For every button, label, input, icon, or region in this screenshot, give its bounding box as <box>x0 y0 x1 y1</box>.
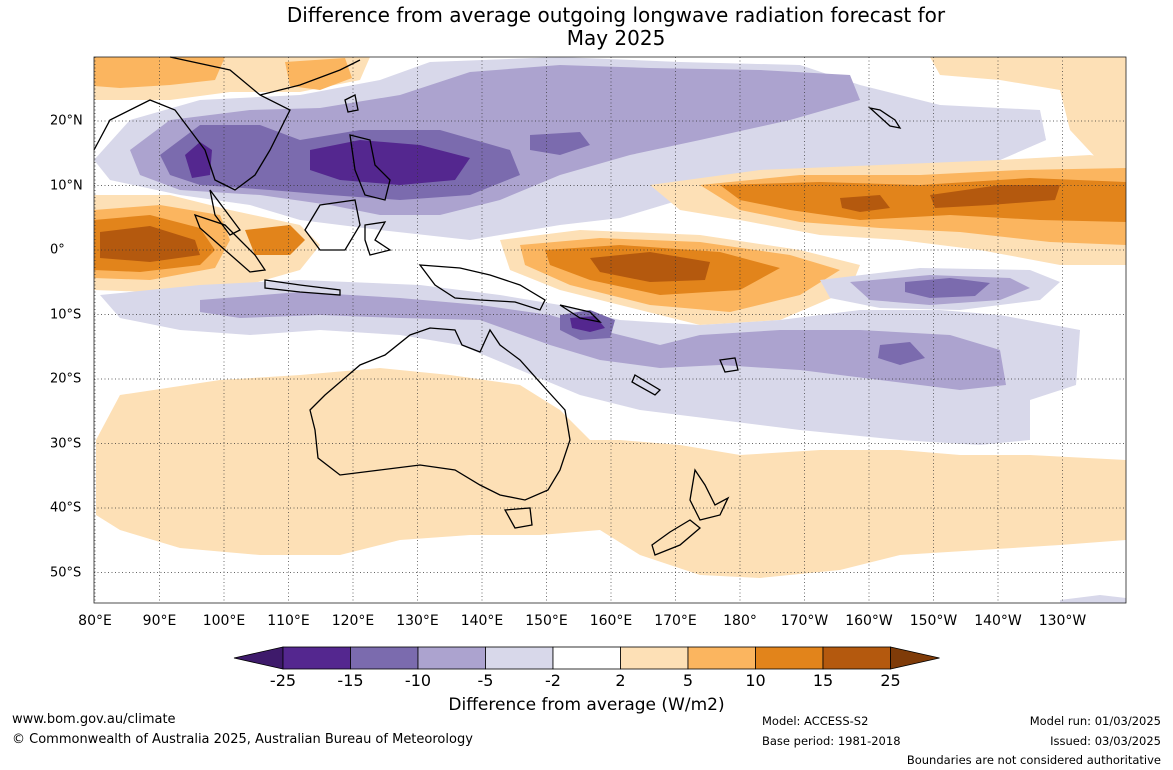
anomaly-central-orange-deep <box>590 252 710 282</box>
colorbar-tick-label: -10 <box>404 671 432 690</box>
anomaly-north-purple-small <box>530 132 590 155</box>
longitude-label: 140°W <box>974 613 1022 629</box>
issued-text: Issued: 03/03/2025 <box>1050 734 1161 748</box>
anomaly-west-orange-deep <box>100 226 200 262</box>
colorbar-segment <box>485 646 554 670</box>
new-zealand-south-coastline <box>651 519 702 556</box>
longitude-label: 150°W <box>909 613 958 629</box>
fiji-coastline <box>719 357 739 373</box>
anomaly-west-orange-small <box>245 225 305 255</box>
longitude-label: 160°W <box>845 613 893 629</box>
tasmania-coastline <box>503 507 533 529</box>
colorbar-segment <box>822 646 891 670</box>
map-gridlines <box>94 57 1126 603</box>
hawaii-coastline <box>867 106 902 129</box>
map-title-line1: Difference from average outgoing longwav… <box>286 3 946 27</box>
sulawesi-coastline <box>364 221 392 256</box>
sumatra-coastline <box>193 213 267 273</box>
new-zealand-north-coastline <box>689 468 730 521</box>
anomaly-south-purple-darkest <box>570 316 605 332</box>
anomaly-north-orange-left-mid <box>94 57 225 88</box>
longitude-label: 170°E <box>654 613 697 629</box>
malay-peninsula-coastline <box>209 189 241 236</box>
borneo-coastline <box>304 199 361 251</box>
anomaly-north-purple-darkest-a <box>310 140 470 185</box>
new-guinea-coastline <box>418 264 546 311</box>
latitude-label: 10°N <box>50 178 83 193</box>
colorbar-tick-label: -2 <box>545 671 561 690</box>
latitude-label: 50°S <box>50 565 82 580</box>
anomaly-south-purple-corner <box>1060 595 1126 603</box>
anomaly-ne-orange-deep <box>930 185 1060 208</box>
coastlines <box>93 56 902 556</box>
website-link[interactable]: www.bom.gov.au/climate <box>12 712 176 727</box>
longitude-label: 130°E <box>396 613 439 629</box>
map-title: Difference from average outgoing longwav… <box>0 4 1173 50</box>
latitude-label: 20°N <box>50 113 83 129</box>
longitude-label: 170°W <box>780 613 829 629</box>
copyright-text: © Commonwealth of Australia 2025, Austra… <box>12 732 473 747</box>
longitude-label: 130°W <box>1038 613 1087 629</box>
colorbar-segment <box>687 646 756 670</box>
colorbar-segment <box>350 646 419 670</box>
colorbar-segment <box>417 646 486 670</box>
colorbar-extend-high <box>890 646 940 670</box>
colorbar-segment <box>552 646 621 670</box>
china-coastline <box>259 59 361 96</box>
colorbar-tick-label: 25 <box>880 671 901 690</box>
colorbar-tick-label: -15 <box>337 671 364 690</box>
colorbar-tick-label: -5 <box>477 671 494 690</box>
solomon-islands-coastline <box>559 304 602 324</box>
colorbar-tick-label: 10 <box>745 671 766 690</box>
anomaly-fields <box>94 57 1126 603</box>
latitude-label: 30°S <box>50 436 82 451</box>
australia-coastline <box>309 327 571 501</box>
longitude-label: 120°E <box>331 613 375 629</box>
longitude-label: 80°E <box>78 613 112 629</box>
colorbar-tick-label: -25 <box>269 671 297 690</box>
colorbar-segment <box>620 646 689 670</box>
anomaly-south-purple-deep-b <box>878 342 925 365</box>
new-caledonia-coastline <box>631 374 662 396</box>
taiwan-coastline <box>344 94 359 113</box>
colorbar-tick-label: 5 <box>682 671 694 690</box>
anomaly-north-orange-right <box>930 57 1126 190</box>
anomaly-south-orange-australia <box>96 368 1126 578</box>
latitude-label: 20°S <box>50 371 82 387</box>
colorbar-extend-low <box>233 646 284 670</box>
longitude-label: 180° <box>723 613 757 629</box>
colorbar-tick-label: 2 <box>615 671 626 690</box>
model-run-text: Model run: 01/03/2025 <box>1029 714 1161 728</box>
latitude-label: 0° <box>50 242 65 258</box>
longitude-label: 110°E <box>267 613 310 629</box>
anomaly-ep-purple-deep <box>905 278 990 298</box>
longitude-label: 150°E <box>525 613 568 629</box>
colorbar-segment <box>282 646 351 670</box>
base-period-text: Base period: 1981-2018 <box>762 734 901 748</box>
indochina-coastline <box>93 56 291 191</box>
model-text: Model: ACCESS-S2 <box>762 714 869 728</box>
colorbar-segment <box>755 646 824 670</box>
philippines-coastline <box>349 134 391 201</box>
map-title-line2: May 2025 <box>566 26 666 50</box>
anomaly-north-purple-east <box>920 115 1046 162</box>
java-coastline <box>264 279 341 296</box>
anomaly-north-orange-small <box>285 58 352 90</box>
anomaly-ne-orange-deep-b <box>840 195 890 212</box>
longitude-label: 100°E <box>202 613 246 629</box>
colorbar-title: Difference from average (W/m2) <box>448 695 725 715</box>
anomaly-south-purple-light <box>100 280 1080 445</box>
longitude-label: 140°E <box>460 613 504 629</box>
longitude-label: 160°E <box>589 613 633 629</box>
colorbar <box>233 646 940 670</box>
longitude-label: 90°E <box>142 613 177 629</box>
map-frame <box>93 56 1127 604</box>
latitude-label: 10°S <box>50 307 82 322</box>
colorbar-tick-label: 15 <box>812 671 834 690</box>
disclaimer-text: Boundaries are not considered authoritat… <box>906 753 1161 767</box>
latitude-label: 40°S <box>50 500 82 516</box>
